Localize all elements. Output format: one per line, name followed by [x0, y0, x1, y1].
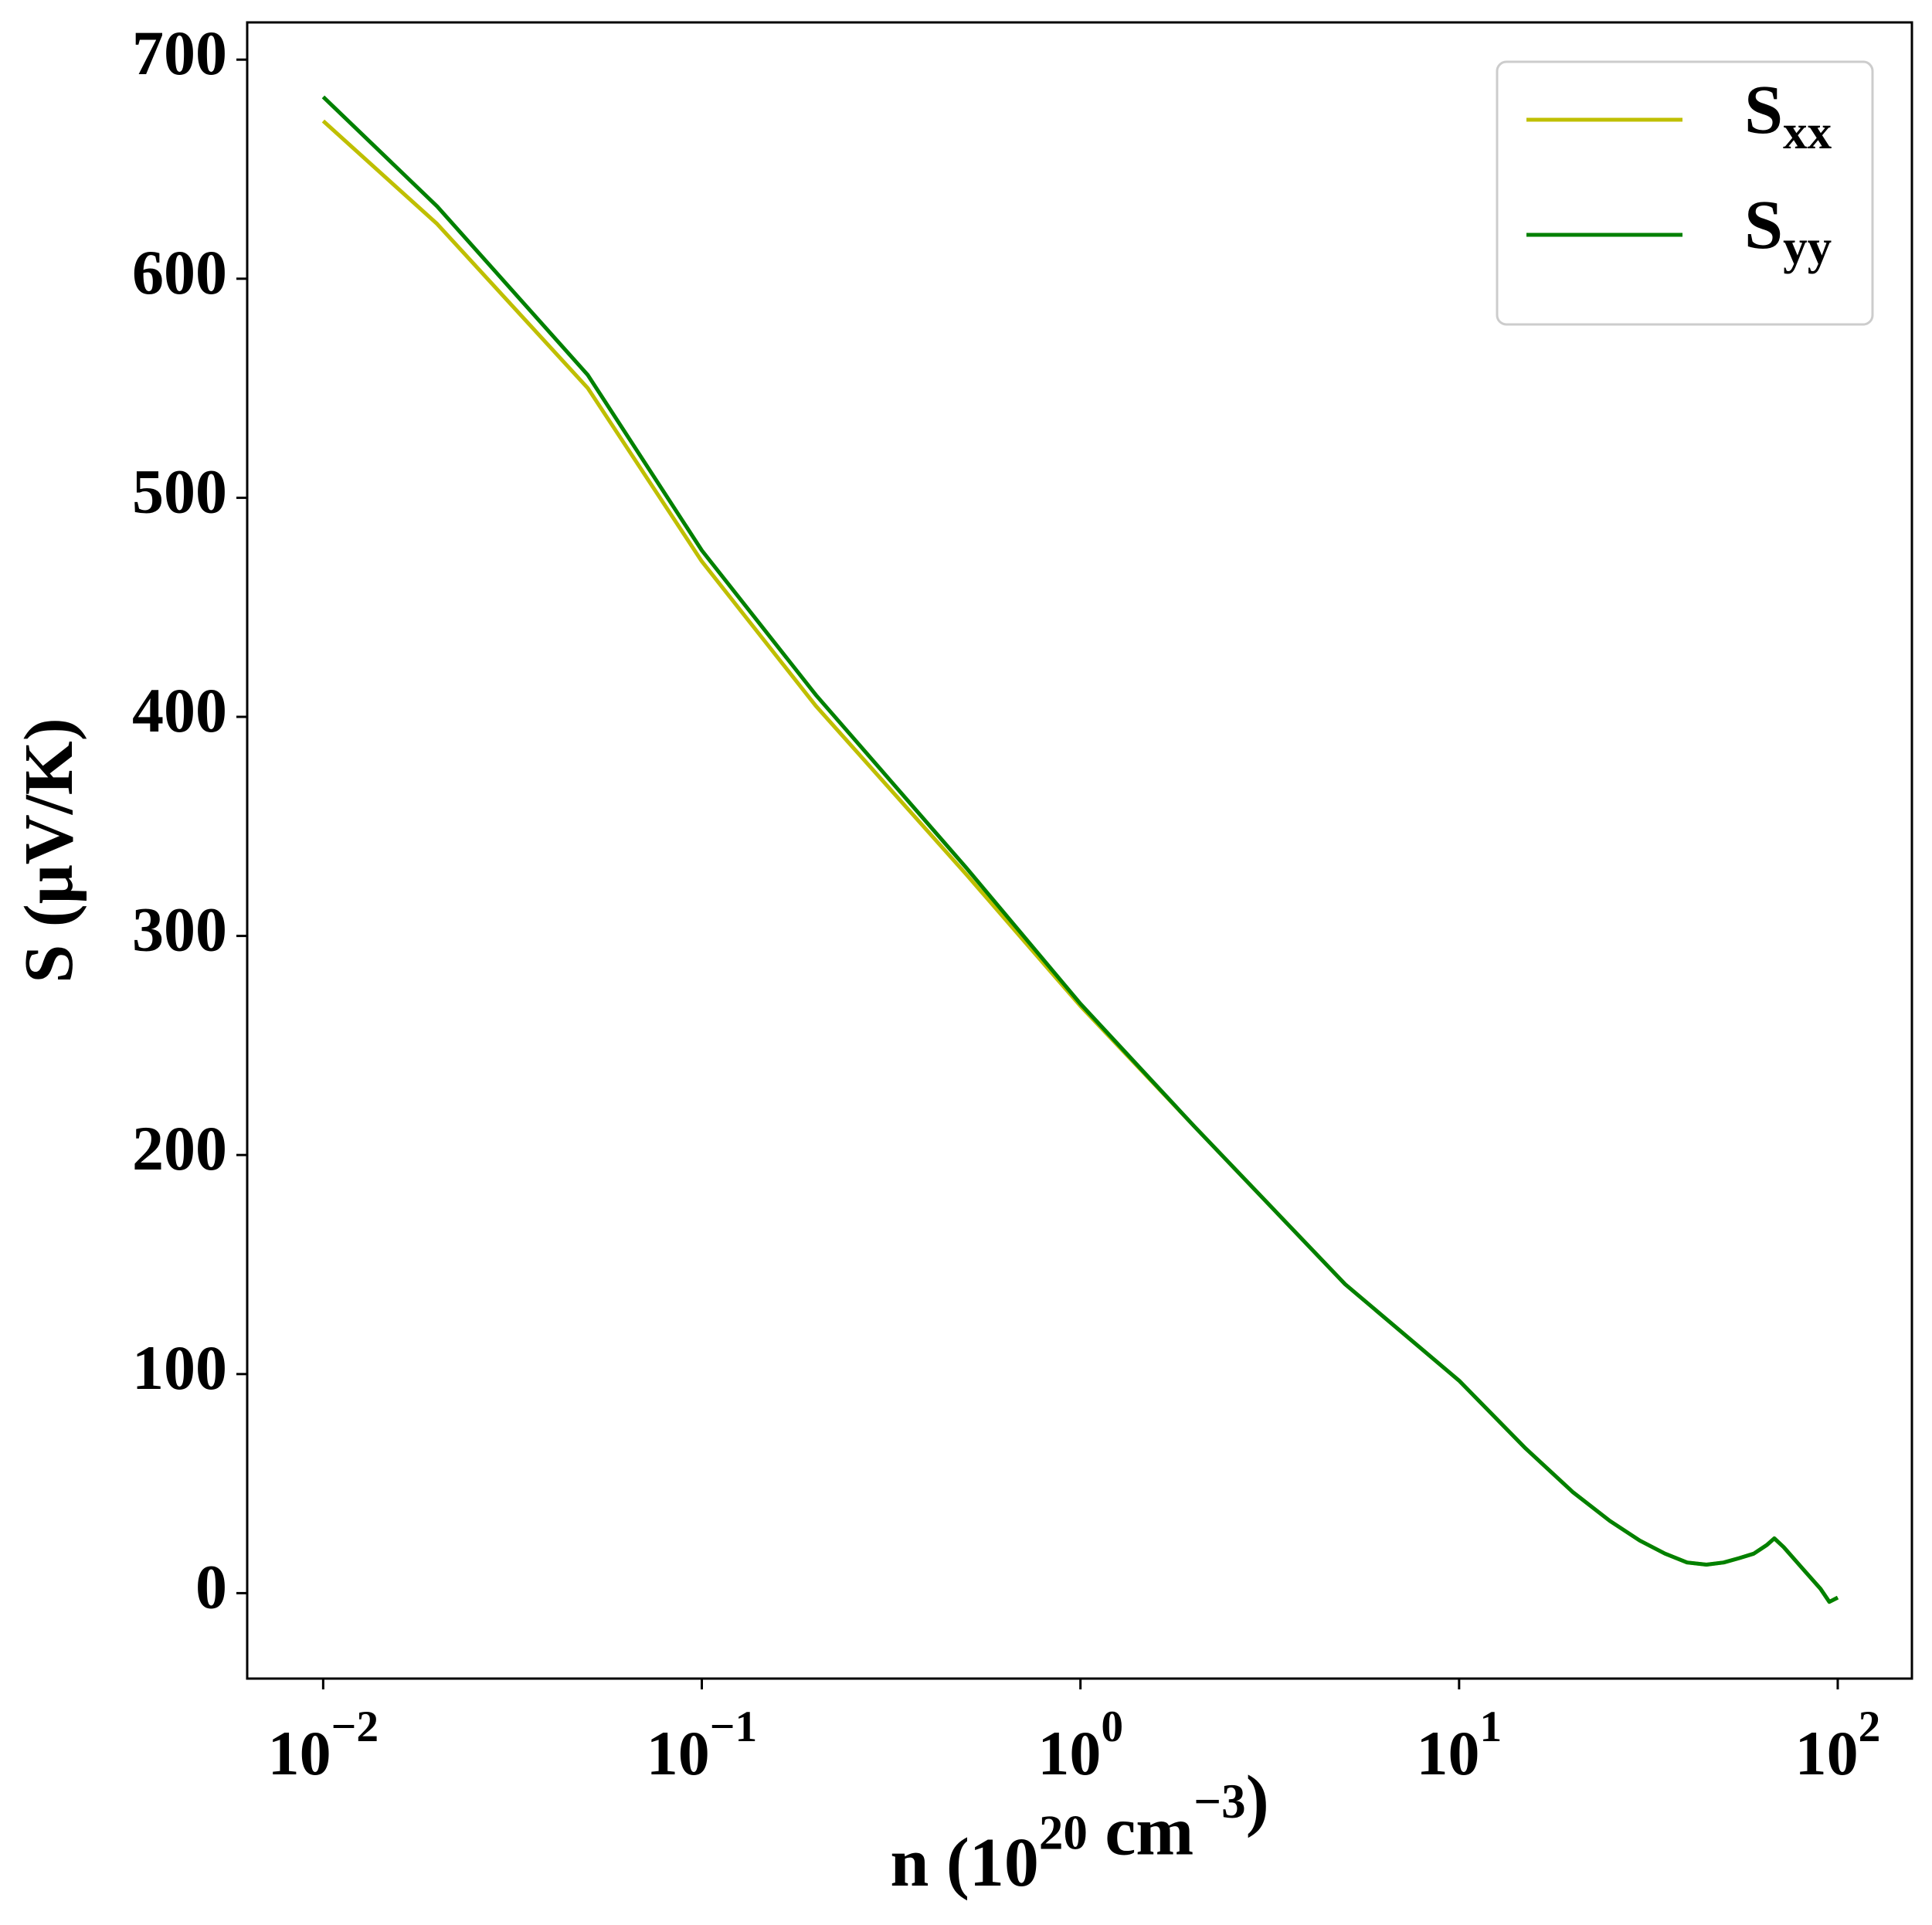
legend-label: Syy	[1744, 187, 1832, 275]
y-tick-label: 600	[132, 237, 227, 307]
y-tick-label: 0	[195, 1551, 227, 1621]
x-axis-label: n (1020 cm−3)	[890, 1762, 1268, 1901]
y-tick-label: 400	[132, 675, 227, 745]
y-tick-label: 700	[132, 18, 227, 88]
y-tick-label: 500	[132, 456, 227, 526]
x-tick-label: 100	[1037, 1703, 1123, 1788]
y-tick-label: 100	[132, 1333, 227, 1403]
legend-box	[1496, 60, 1874, 326]
series-line	[321, 95, 1839, 1604]
series-line	[321, 119, 1839, 1604]
x-tick-label: 101	[1416, 1703, 1502, 1788]
y-axis-label: S (μV/K)	[11, 718, 87, 983]
x-tick-label: 10−2	[268, 1703, 379, 1788]
x-tick-label: 102	[1795, 1703, 1881, 1788]
legend-label: Sxx	[1744, 72, 1832, 160]
x-tick-label: 10−1	[647, 1703, 757, 1788]
y-tick-label: 200	[132, 1113, 227, 1183]
y-tick-label: 300	[132, 894, 227, 964]
